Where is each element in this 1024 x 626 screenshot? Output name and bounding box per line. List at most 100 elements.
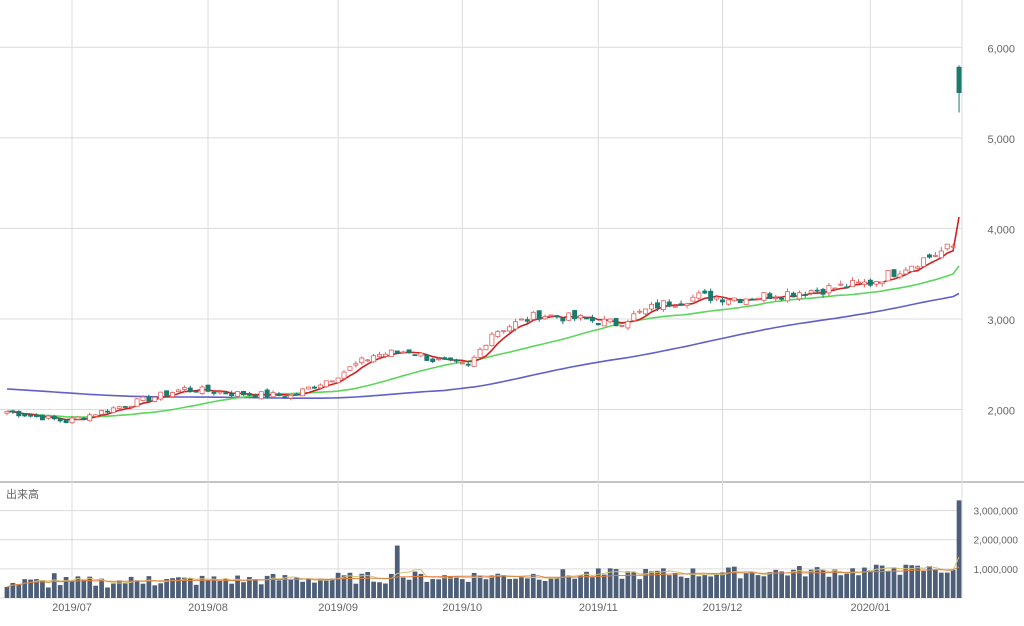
candle-body [128, 405, 134, 408]
candle-body [495, 331, 501, 337]
volume-bar [229, 583, 235, 598]
candle-body [258, 391, 264, 400]
candle-body [134, 398, 140, 407]
volume-bar [808, 569, 814, 598]
volume-bar [63, 576, 69, 598]
candle-body [28, 414, 34, 417]
volume-bar [288, 579, 294, 598]
volume-bar [205, 580, 211, 598]
volume-bar [111, 583, 116, 598]
moving-average-lines [6, 216, 960, 421]
candle-body [513, 321, 518, 330]
candle-body [39, 414, 45, 421]
moving-average-long [6, 292, 960, 400]
volume-bar [726, 567, 731, 598]
candle-body [601, 318, 607, 327]
volume-bar [595, 568, 601, 598]
candle-body [779, 297, 785, 300]
volume-bar [22, 579, 28, 598]
candle-body [116, 406, 122, 409]
volume-tick-label: 3,000,000 [974, 507, 1019, 518]
volume-bar [448, 576, 453, 598]
price-tick-label: 6,000 [987, 43, 1015, 55]
volume-bar [235, 575, 240, 598]
candle-body [879, 281, 885, 285]
volume-bar [122, 583, 128, 598]
volume-bar [637, 579, 643, 598]
candle-body [720, 299, 725, 303]
candle-body [170, 392, 176, 398]
volume-bar [720, 572, 725, 598]
candle-body [743, 298, 749, 306]
volume-bar [678, 576, 684, 598]
volume-bar [797, 566, 802, 598]
candle-body [595, 323, 601, 326]
candle-body [264, 389, 270, 398]
x-tick-label: 2019/10 [442, 602, 482, 614]
candle-body [211, 391, 217, 394]
candle-body [158, 391, 164, 400]
volume-bar [767, 572, 773, 598]
volume-bar [75, 576, 81, 598]
candle-body [536, 310, 542, 320]
moving-average-mid [6, 265, 960, 418]
volume-bar [885, 570, 891, 598]
candle-body [873, 281, 879, 285]
candle-body [110, 407, 116, 413]
candle-body [927, 254, 932, 258]
volume-bar [950, 570, 956, 598]
price-tick-label: 2,000 [987, 406, 1015, 418]
volume-bar [465, 581, 471, 598]
volume-bar [643, 568, 648, 598]
volume-bar [170, 578, 175, 598]
candle-body [430, 358, 436, 362]
volume-bar [282, 575, 288, 598]
candle-body [631, 313, 637, 321]
volume-bar [158, 583, 164, 598]
candle-body [796, 292, 802, 300]
candle-body [448, 357, 453, 361]
candle-body [714, 296, 720, 300]
candle-body [365, 359, 371, 362]
candle-body [518, 318, 524, 321]
volume-bar [755, 575, 761, 598]
candle-body [199, 386, 205, 395]
volume-bar [607, 568, 613, 598]
candle-body [702, 290, 708, 294]
volume-bar [300, 581, 306, 598]
candle-body [223, 392, 229, 395]
volume-bar [247, 577, 252, 598]
x-tick-label: 2019/09 [318, 602, 358, 614]
candle-body [241, 390, 246, 396]
volume-bar [572, 578, 578, 598]
candle-body [731, 297, 737, 302]
candle-body [329, 380, 335, 383]
candle-body [235, 391, 241, 397]
candle-body [625, 321, 631, 329]
candle-body [152, 396, 158, 402]
x-tick-label: 2019/12 [703, 602, 743, 614]
candle-body [584, 317, 589, 320]
candle-body [57, 418, 63, 422]
volume-bar [536, 579, 542, 598]
candle-body [311, 386, 317, 389]
candle-body [175, 389, 181, 393]
candle-body [359, 357, 365, 364]
candle-body [442, 357, 448, 360]
volume-bar [489, 575, 495, 598]
candle-body [276, 393, 282, 397]
volume-bar [933, 569, 938, 598]
volume-bar [737, 578, 743, 598]
volume-bar [791, 569, 796, 598]
volume-bar [217, 580, 223, 598]
candle-body [453, 359, 459, 362]
volume-bar [921, 571, 926, 598]
volume-bar [412, 571, 418, 598]
volume-bar [856, 575, 861, 598]
volume-bar [879, 565, 885, 598]
volume-bar [10, 582, 16, 598]
candlesticks [4, 65, 962, 425]
candle-body [619, 325, 625, 327]
volume-bar [649, 571, 654, 598]
volume-bar [708, 576, 714, 598]
